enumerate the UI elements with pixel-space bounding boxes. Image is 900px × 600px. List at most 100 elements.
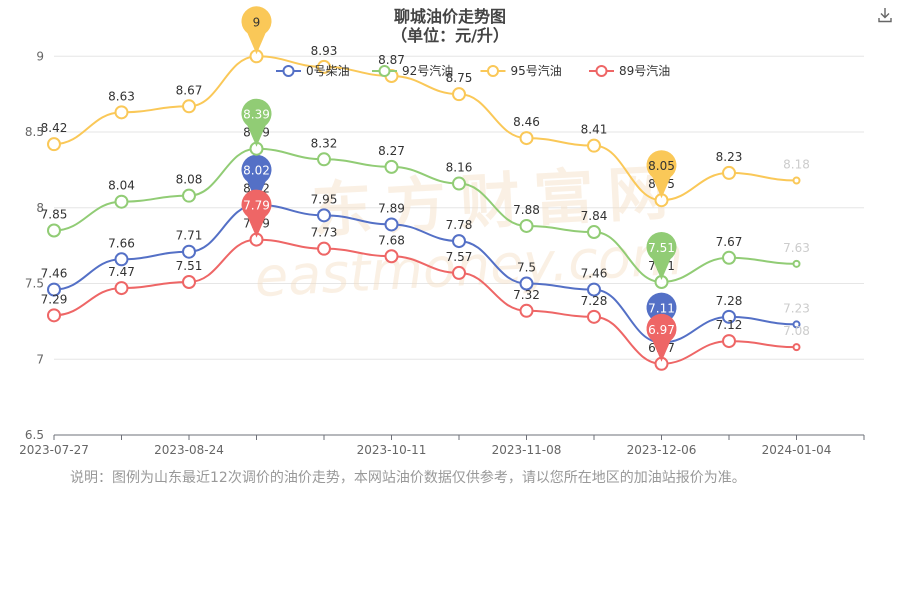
data-point [519, 276, 534, 291]
data-label: 8.67 [176, 83, 203, 97]
data-label: 8.08 [176, 173, 203, 187]
data-point [722, 250, 736, 265]
legend-item-3: 89号汽油 [619, 63, 670, 78]
data-label: 7.85 [41, 208, 68, 222]
download-icon[interactable] [876, 6, 894, 24]
footnote: 说明：图例为山东最近12次调价的油价走势，本网站油价数据仅供参考，请以您所在地区… [70, 470, 746, 486]
max-marker [241, 154, 272, 203]
data-point [587, 282, 601, 297]
max-marker [241, 98, 272, 147]
min-marker [646, 313, 677, 362]
data-label: 7.28 [581, 294, 608, 308]
data-point [114, 252, 129, 267]
data-label: 7.66 [108, 236, 135, 250]
data-point [519, 218, 534, 233]
data-label: 8.42 [41, 121, 68, 135]
data-point [317, 152, 331, 167]
data-point [114, 194, 129, 209]
data-point [384, 159, 399, 174]
max-marker-label: 9 [253, 15, 261, 29]
data-label: 7.29 [41, 292, 68, 306]
chart-title: 聊城油价走势图 [393, 7, 506, 26]
data-point [317, 59, 331, 74]
y-tick-label: 8.5 [25, 125, 44, 139]
data-point [114, 105, 129, 120]
y-tick-label: 8 [36, 201, 44, 215]
data-label: 7.84 [581, 209, 608, 223]
x-tick-label: 2023-12-06 [627, 443, 697, 457]
max-marker [241, 6, 272, 55]
data-point [722, 309, 736, 324]
legend-marker [487, 65, 499, 77]
min-marker-label: 8.05 [648, 159, 675, 173]
data-label: 7.12 [716, 318, 743, 332]
data-label: 7.46 [41, 267, 68, 281]
data-point [519, 303, 534, 318]
data-point [587, 309, 601, 324]
data-label: 7.57 [446, 250, 473, 264]
data-label: 8.93 [311, 44, 338, 58]
min-marker-label: 7.11 [648, 302, 675, 316]
data-point [317, 241, 331, 256]
data-label: 8.23 [716, 150, 743, 164]
data-point [47, 308, 61, 323]
data-point [722, 334, 736, 349]
data-point [792, 320, 801, 329]
max-marker-label: 7.79 [243, 199, 270, 213]
max-marker-label: 8.02 [243, 164, 270, 178]
data-label: 7.95 [311, 192, 338, 206]
min-marker-label: 6.97 [648, 323, 675, 337]
data-label: 7.71 [176, 229, 203, 243]
data-point [587, 138, 601, 153]
max-marker [241, 189, 272, 238]
data-point [519, 131, 534, 146]
data-point [452, 176, 466, 191]
data-label: 8.63 [108, 89, 135, 103]
x-tick-label: 2024-01-04 [762, 443, 832, 457]
x-tick-label: 2023-11-08 [492, 443, 562, 457]
min-marker-label: 7.51 [648, 241, 675, 255]
data-label: 7.32 [513, 288, 540, 302]
data-point [47, 282, 61, 297]
y-tick-label: 7 [36, 352, 44, 366]
data-point [792, 343, 801, 352]
data-point [587, 225, 601, 240]
data-point [792, 259, 801, 268]
data-label: 7.67 [716, 235, 743, 249]
data-point [384, 217, 399, 232]
data-point [182, 275, 196, 290]
data-point [114, 281, 129, 296]
legend-marker [378, 65, 391, 77]
x-tick-label: 2023-07-27 [19, 443, 89, 457]
data-point [722, 165, 736, 180]
y-tick-label: 9 [36, 49, 44, 63]
y-tick-label: 7.5 [25, 277, 44, 291]
chart-subtitle: （单位：元/升） [391, 26, 509, 45]
data-label: 7.73 [311, 226, 338, 240]
data-label: 7.89 [378, 201, 405, 215]
data-label: 8.87 [378, 53, 405, 67]
data-label: 8.04 [108, 179, 135, 193]
data-label: 8.46 [513, 115, 540, 129]
data-label: 7.88 [513, 203, 540, 217]
legend-marker [595, 65, 608, 77]
data-point [452, 87, 466, 102]
data-label: 7.63 [783, 241, 810, 255]
min-marker [646, 232, 677, 281]
data-label: 7.51 [176, 259, 203, 273]
data-point [182, 188, 196, 203]
data-label: 8.18 [783, 158, 810, 172]
x-tick-label: 2023-08-24 [154, 443, 224, 457]
min-marker [646, 150, 677, 199]
data-point [47, 223, 61, 238]
data-point [452, 265, 466, 280]
data-point [317, 208, 331, 223]
legend-item-0: 0号柴油 [306, 64, 350, 78]
data-label: 7.5 [517, 261, 536, 275]
max-marker-label: 8.39 [243, 108, 270, 122]
data-label: 8.41 [581, 123, 608, 137]
data-label: 7.78 [446, 218, 473, 232]
legend-item-2: 95号汽油 [511, 63, 562, 78]
data-label: 8.75 [446, 71, 473, 85]
